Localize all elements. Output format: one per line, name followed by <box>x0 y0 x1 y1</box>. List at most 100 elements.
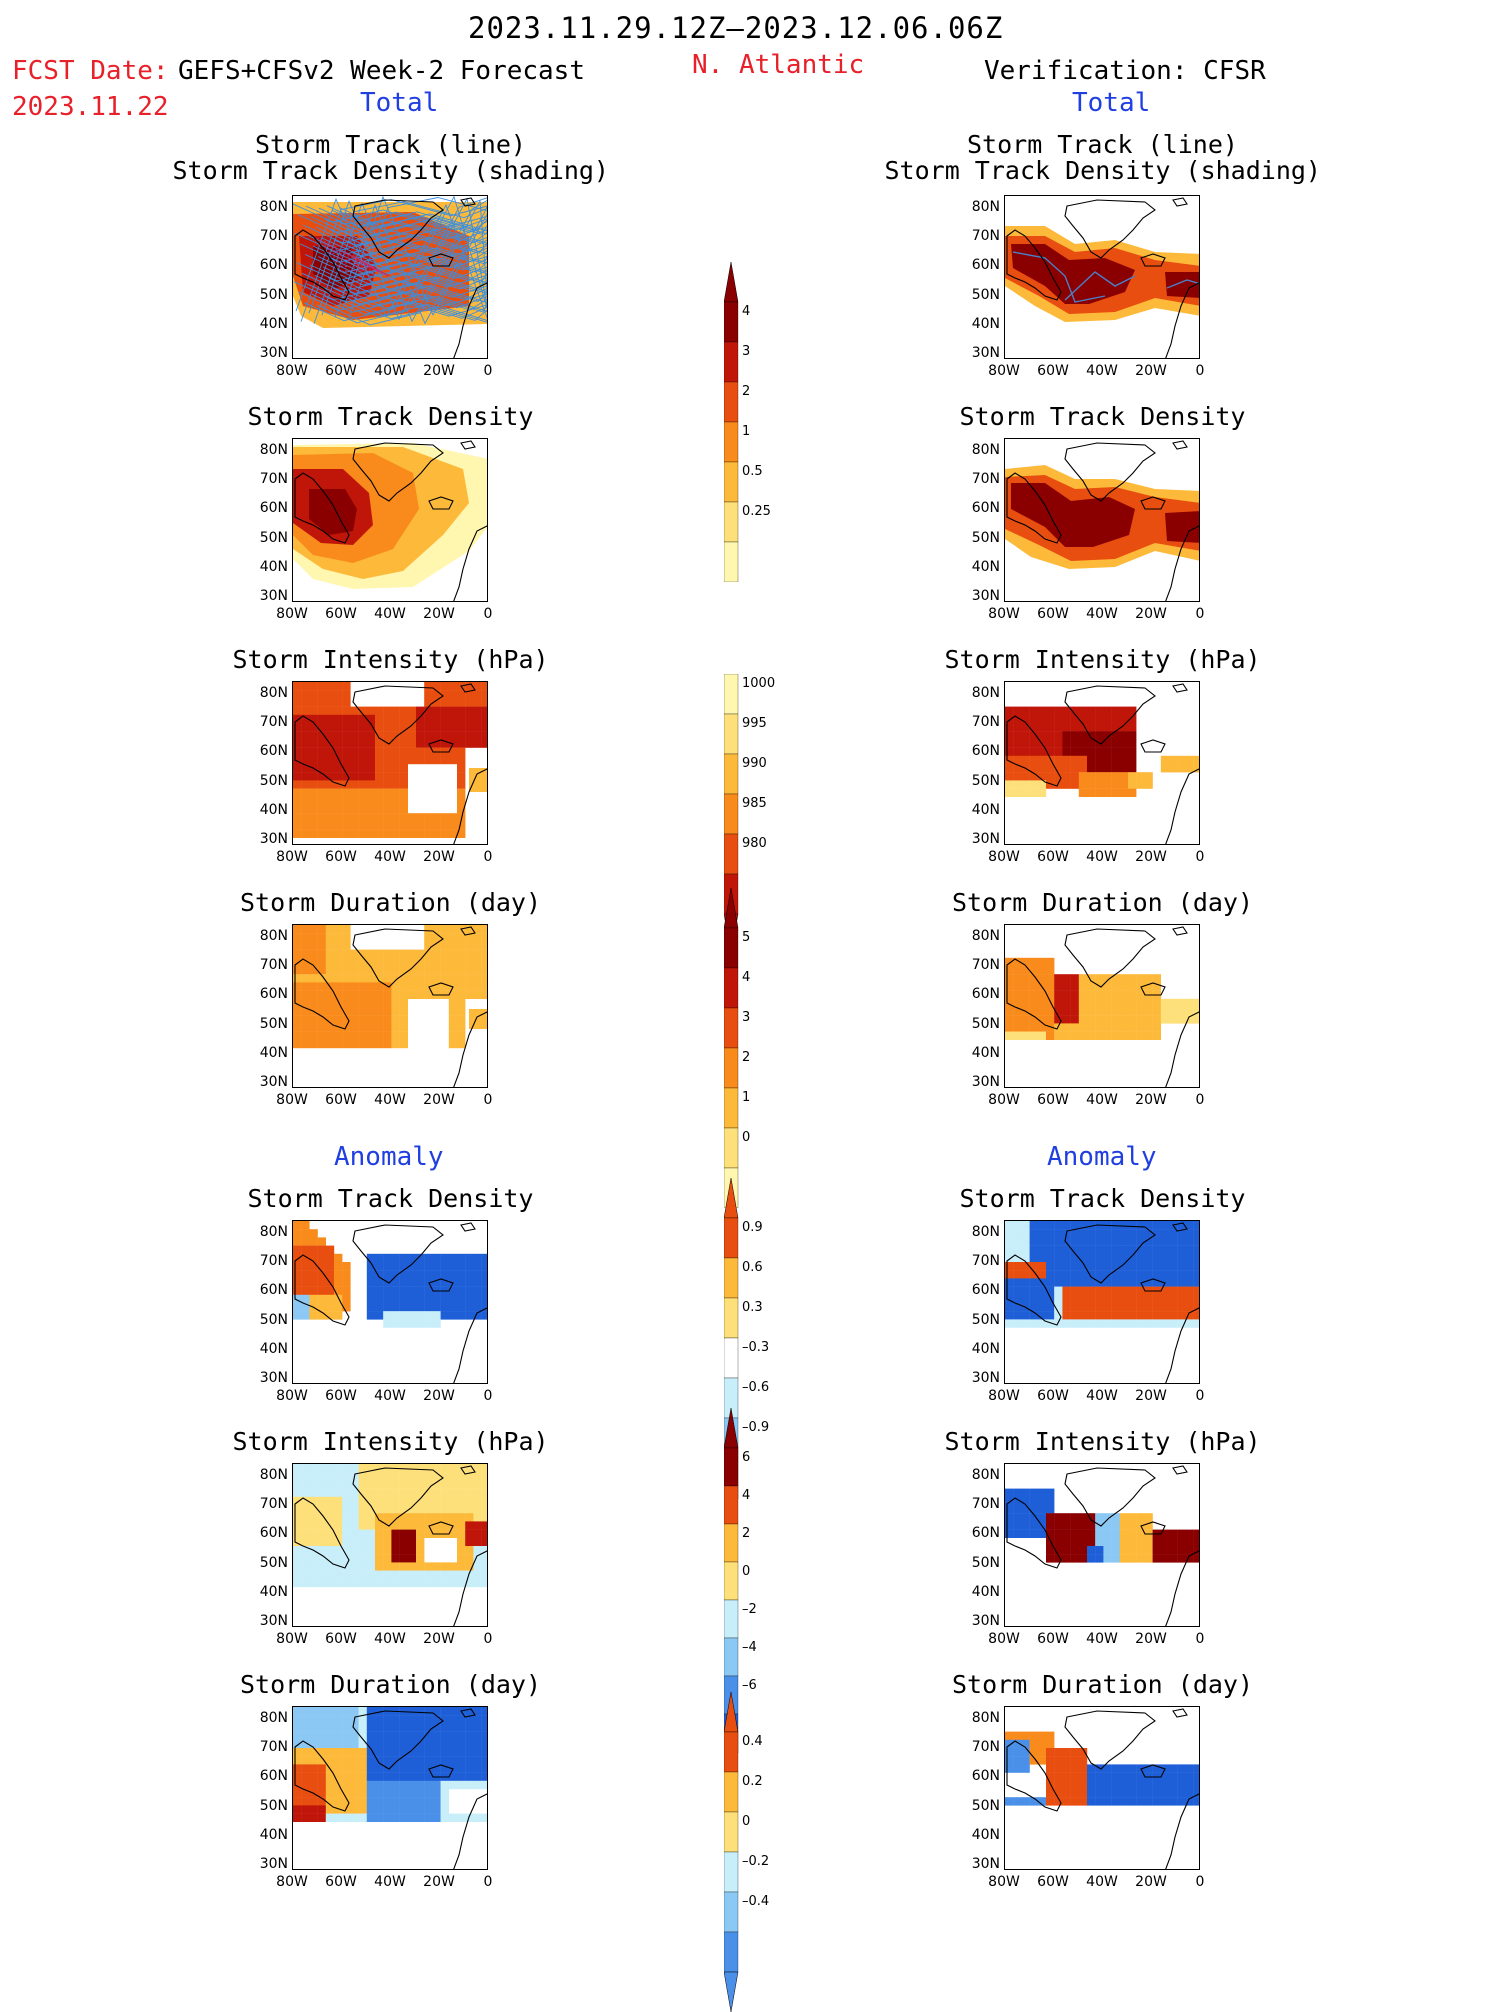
field-cell <box>383 1007 392 1016</box>
field-cell <box>448 1472 458 1481</box>
coastline <box>453 1307 487 1383</box>
field-cell <box>399 1286 408 1295</box>
field-cell <box>350 1756 359 1765</box>
field-cell <box>1021 1748 1030 1757</box>
field-cell <box>1095 1780 1104 1790</box>
field-cell <box>432 821 441 830</box>
field-cell <box>342 1813 351 1822</box>
field-cell <box>375 1756 384 1765</box>
coastline <box>460 1222 476 1232</box>
field-cell <box>424 1521 433 1530</box>
field-cell <box>465 731 474 740</box>
field-cell <box>334 1472 343 1481</box>
field-cell <box>399 1748 408 1757</box>
field-cell <box>350 1023 359 1032</box>
field-cell <box>448 1488 458 1497</box>
field-cell <box>325 1570 335 1579</box>
field-cell <box>448 829 458 838</box>
field-cell <box>1152 1278 1161 1287</box>
panel-title: Storm Track Density <box>247 1184 534 1213</box>
field-cell <box>457 829 466 838</box>
field-cell <box>334 949 343 958</box>
field-cell <box>1054 1221 1063 1230</box>
field-cell <box>309 1813 318 1822</box>
field-cell <box>301 788 310 797</box>
field-cell <box>1128 1772 1137 1781</box>
lon-tick-label: 40W <box>1086 1874 1118 1890</box>
field-cell <box>457 998 466 1008</box>
field-cell <box>457 1007 466 1016</box>
field-cell <box>465 739 474 748</box>
field-cell <box>375 1537 384 1547</box>
field-cell <box>334 682 343 691</box>
field-cell <box>1128 1262 1137 1271</box>
field-cell <box>1136 974 1145 983</box>
field-cell <box>1160 1311 1170 1320</box>
field-cell <box>1005 974 1014 983</box>
field-cell <box>342 1537 351 1547</box>
map-svg <box>1005 1221 1199 1383</box>
field-cell <box>1193 1237 1199 1246</box>
field-cell <box>309 772 318 781</box>
field-cell <box>325 998 335 1008</box>
field-cell <box>1144 1221 1153 1230</box>
field-cell <box>342 780 351 789</box>
map-svg <box>293 196 487 358</box>
field-cell <box>1119 747 1129 756</box>
coastline <box>1064 685 1156 745</box>
field-cell <box>1160 764 1170 773</box>
field-cell <box>1087 1278 1096 1287</box>
coastline <box>294 715 350 787</box>
field-cell <box>432 1278 441 1287</box>
coastline <box>453 525 487 601</box>
field-cell <box>1144 1262 1153 1271</box>
lat-tick-label: 70N <box>971 228 1000 245</box>
colorbar-tick-label: 0.6 <box>742 1260 763 1275</box>
field-cell <box>309 1570 318 1579</box>
field-cell <box>366 1513 376 1522</box>
panel-title: Storm Track Density (shading) <box>884 156 1322 185</box>
field-cell <box>1037 1015 1047 1024</box>
field-cell <box>473 1570 482 1579</box>
field-cell <box>309 1496 318 1506</box>
field-cell <box>440 1278 449 1287</box>
field-cell <box>424 747 433 756</box>
field-cell <box>1111 1221 1120 1230</box>
field-cell <box>309 1731 318 1740</box>
field-cell <box>1095 714 1104 724</box>
field-cell <box>448 1303 458 1312</box>
field-cell <box>1062 772 1071 781</box>
field-cell <box>350 1578 359 1588</box>
field-cell <box>1078 1748 1088 1757</box>
colorbar-segment <box>724 1637 739 1677</box>
field-cell <box>432 1715 441 1724</box>
field-cell <box>1111 1529 1120 1538</box>
field-cell <box>448 731 458 740</box>
field-cell <box>448 1023 458 1032</box>
lat-tick-label: 80N <box>971 928 1000 944</box>
field-cell <box>1046 1505 1055 1514</box>
field-cell <box>1037 723 1047 732</box>
field-cell <box>432 739 441 748</box>
field-cell <box>391 829 400 838</box>
field-cell <box>325 682 335 691</box>
field-cell <box>440 1496 449 1506</box>
colorbar-segment <box>724 1297 739 1339</box>
coastline <box>1064 1467 1156 1527</box>
field-cell <box>1095 788 1104 797</box>
field-cell <box>350 772 359 781</box>
field-cell <box>457 1537 466 1547</box>
field-cell <box>1029 1496 1038 1506</box>
field-cell <box>457 1031 466 1040</box>
field-cell <box>383 829 392 838</box>
field-cell <box>309 1229 318 1238</box>
field-cell <box>366 1488 376 1497</box>
field-cell <box>309 1480 318 1489</box>
field-cell <box>383 1529 392 1538</box>
lon-tick-label: 20W <box>1135 1388 1167 1404</box>
field-cell <box>293 1472 302 1481</box>
field-cell <box>309 723 318 732</box>
field-cell <box>448 925 458 934</box>
field-cell <box>1078 1780 1088 1790</box>
field-cell <box>1152 998 1161 1008</box>
